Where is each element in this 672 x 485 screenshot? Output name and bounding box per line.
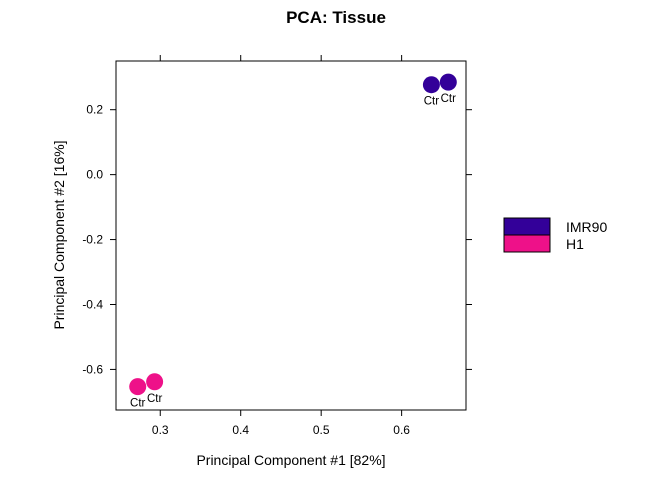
y-tick-label: -0.4 [82, 297, 103, 311]
data-point-label: Ctr [130, 398, 146, 410]
y-tick-label: -0.2 [82, 233, 103, 247]
y-tick-label: -0.6 [82, 362, 103, 376]
x-tick-label: 0.3 [152, 423, 169, 437]
chart-title: PCA: Tissue [286, 8, 386, 27]
ticks: 0.3 0.4 0.5 0.6 0.2 0.0 -0.2 -0.4 -0.6 [82, 55, 472, 437]
data-point-label: Ctr [424, 96, 440, 108]
series-h1: Ctr Ctr [129, 373, 164, 410]
data-point [146, 373, 164, 391]
data-point [422, 76, 440, 94]
data-point [439, 73, 457, 91]
data-point-label: Ctr [147, 393, 163, 405]
data-point-label: Ctr [441, 93, 457, 105]
x-tick-label: 0.6 [393, 423, 410, 437]
y-tick-label: 0.0 [86, 168, 103, 182]
plot-frame [115, 60, 467, 411]
y-axis-label: Principal Component #2 [16%] [51, 140, 67, 329]
legend-swatch [503, 234, 551, 253]
legend-label: IMR90 [566, 219, 607, 235]
x-tick-label: 0.4 [232, 423, 249, 437]
data-point [129, 378, 147, 396]
x-axis-label: Principal Component #1 [82%] [196, 452, 385, 468]
legend-swatch [503, 217, 551, 236]
y-tick-label: 0.2 [86, 103, 103, 117]
legend-label: H1 [566, 236, 584, 252]
x-tick-label: 0.5 [313, 423, 330, 437]
